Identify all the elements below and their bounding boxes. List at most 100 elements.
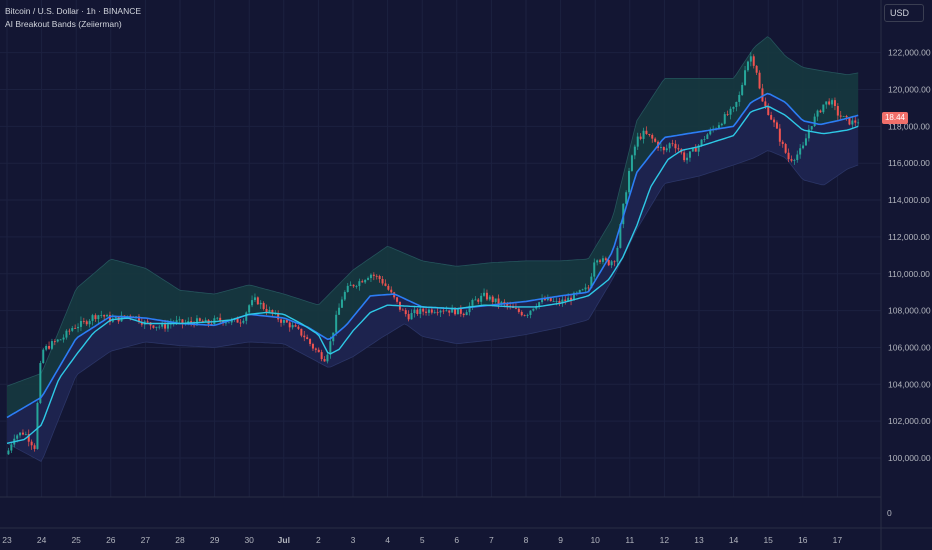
candle-body bbox=[671, 143, 674, 145]
x-tick-label: 29 bbox=[210, 535, 220, 545]
candle-body bbox=[390, 289, 393, 293]
candle-body bbox=[280, 319, 283, 323]
candle-body bbox=[219, 317, 222, 321]
candle-body bbox=[770, 115, 773, 120]
candle-body bbox=[181, 319, 184, 324]
lower-band-line bbox=[6, 150, 859, 462]
candle-body bbox=[210, 323, 213, 325]
candle-body bbox=[630, 155, 633, 171]
candle-body bbox=[674, 143, 677, 149]
candle-body bbox=[384, 283, 387, 286]
fast-line bbox=[6, 105, 859, 444]
candle-body bbox=[639, 136, 642, 139]
candle-body bbox=[56, 339, 59, 342]
y-tick-label: 104,000.00 bbox=[888, 379, 931, 389]
candle-body bbox=[291, 325, 294, 328]
lower-band-fill bbox=[7, 93, 859, 462]
x-tick-label: 10 bbox=[590, 535, 600, 545]
candle-body bbox=[700, 139, 703, 146]
candle-body bbox=[845, 115, 848, 118]
candle-body bbox=[773, 119, 776, 123]
x-tick-label: 5 bbox=[420, 535, 425, 545]
x-tick-label: 16 bbox=[798, 535, 808, 545]
candle-body bbox=[367, 278, 370, 280]
candle-body bbox=[741, 84, 744, 95]
candle-body bbox=[828, 101, 831, 105]
candle-body bbox=[758, 72, 761, 89]
candle-body bbox=[45, 345, 48, 350]
x-tick-label: 11 bbox=[625, 535, 634, 545]
candle-body bbox=[668, 143, 671, 149]
candle-body bbox=[100, 315, 103, 316]
candle-body bbox=[590, 276, 593, 288]
candle-body bbox=[239, 322, 242, 324]
y-tick-label: 112,000.00 bbox=[888, 232, 930, 242]
candle-body bbox=[282, 320, 285, 323]
candle-body bbox=[744, 70, 747, 85]
candle-body bbox=[694, 148, 697, 152]
candle-body bbox=[387, 285, 390, 290]
candle-body bbox=[564, 299, 567, 302]
candle-body bbox=[651, 134, 654, 139]
candle-body bbox=[137, 316, 140, 322]
candle-body bbox=[265, 308, 268, 313]
candle-body bbox=[787, 152, 790, 160]
candle-body bbox=[140, 321, 143, 325]
candle-body bbox=[732, 106, 735, 109]
candle-body bbox=[294, 325, 297, 327]
candle-body bbox=[375, 275, 378, 277]
y-tick-label: 122,000.00 bbox=[888, 48, 931, 58]
candle-body bbox=[543, 298, 546, 301]
candle-body bbox=[152, 325, 155, 328]
candle-body bbox=[68, 330, 71, 332]
candle-body bbox=[572, 292, 575, 301]
candle-body bbox=[610, 261, 613, 266]
candle-body bbox=[27, 433, 30, 442]
candle-body bbox=[108, 315, 111, 322]
candle-body bbox=[633, 146, 636, 156]
candle-body bbox=[648, 133, 651, 135]
candle-body bbox=[268, 310, 271, 313]
candle-body bbox=[187, 321, 190, 323]
candle-body bbox=[799, 148, 802, 155]
candle-body bbox=[50, 341, 53, 349]
x-tick-label: 6 bbox=[454, 535, 459, 545]
candle-body bbox=[810, 126, 813, 130]
y-tick-label: 102,000.00 bbox=[888, 416, 931, 426]
candle-body bbox=[645, 130, 648, 134]
subpane-scale-label: 0 bbox=[887, 508, 892, 518]
candle-body bbox=[596, 260, 599, 263]
candle-body bbox=[636, 136, 639, 147]
price-scale-bg bbox=[881, 0, 932, 550]
candle-body bbox=[723, 114, 726, 124]
candle-body bbox=[416, 309, 419, 314]
candle-body bbox=[549, 297, 552, 302]
candle-body bbox=[369, 274, 372, 279]
candle-body bbox=[103, 315, 106, 317]
candle-body bbox=[503, 301, 506, 304]
candle-body bbox=[436, 312, 439, 314]
candle-body bbox=[538, 302, 541, 307]
candle-body bbox=[297, 326, 300, 329]
candle-body bbox=[584, 287, 587, 290]
candle-body bbox=[259, 302, 262, 305]
x-tick-label: 23 bbox=[2, 535, 12, 545]
candle-body bbox=[106, 315, 109, 317]
x-tick-label: Jul bbox=[278, 535, 290, 545]
candle-body bbox=[807, 129, 810, 139]
candle-body bbox=[485, 292, 488, 300]
candle-body bbox=[720, 123, 723, 126]
candle-body bbox=[396, 297, 399, 302]
candle-body bbox=[262, 302, 265, 309]
candle-body bbox=[552, 301, 555, 302]
currency-button[interactable]: USD bbox=[884, 4, 924, 22]
candle-body bbox=[613, 261, 616, 263]
x-tick-label: 14 bbox=[729, 535, 739, 545]
last-price-tag: 18.44 bbox=[882, 112, 908, 124]
candle-body bbox=[816, 110, 819, 117]
x-tick-label: 12 bbox=[660, 535, 670, 545]
candle-body bbox=[709, 129, 712, 135]
candle-body bbox=[738, 94, 741, 102]
candle-body bbox=[767, 106, 770, 116]
